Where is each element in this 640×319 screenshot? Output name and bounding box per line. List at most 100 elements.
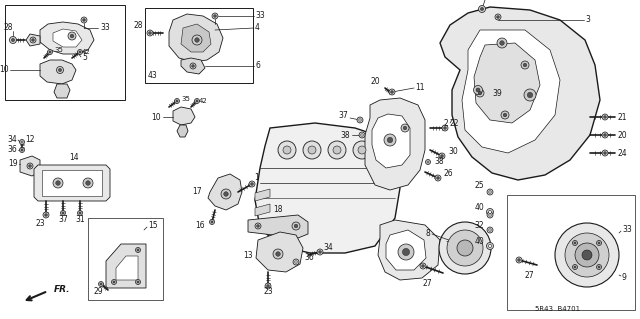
Circle shape: [390, 91, 394, 93]
Text: 26: 26: [444, 169, 454, 179]
Bar: [88, 218, 163, 300]
Circle shape: [255, 223, 261, 229]
Circle shape: [328, 141, 346, 159]
Circle shape: [319, 251, 321, 253]
Text: 42: 42: [82, 49, 91, 55]
Circle shape: [99, 281, 104, 286]
Text: 5: 5: [82, 54, 87, 63]
Circle shape: [278, 141, 296, 159]
Circle shape: [486, 242, 493, 249]
Circle shape: [317, 249, 323, 255]
Circle shape: [442, 125, 448, 131]
Circle shape: [79, 51, 81, 53]
Circle shape: [497, 38, 507, 48]
Text: 24: 24: [618, 149, 628, 158]
Polygon shape: [54, 84, 70, 98]
Circle shape: [29, 165, 31, 167]
Circle shape: [604, 116, 606, 118]
Text: 33: 33: [622, 226, 632, 234]
Text: 20: 20: [370, 78, 380, 86]
Text: 6: 6: [255, 62, 260, 70]
Circle shape: [12, 38, 15, 41]
Circle shape: [359, 132, 365, 138]
Circle shape: [111, 279, 116, 285]
Circle shape: [283, 146, 291, 154]
Circle shape: [137, 281, 139, 283]
Circle shape: [518, 259, 520, 261]
Polygon shape: [42, 170, 102, 196]
Circle shape: [221, 189, 231, 199]
Text: 29: 29: [93, 287, 103, 296]
Text: 8: 8: [425, 228, 430, 238]
Circle shape: [86, 181, 90, 185]
Circle shape: [604, 152, 606, 154]
Text: 12: 12: [25, 135, 35, 144]
Circle shape: [148, 32, 151, 34]
Circle shape: [596, 241, 602, 246]
Circle shape: [500, 41, 504, 45]
Circle shape: [113, 281, 115, 283]
Circle shape: [403, 126, 407, 130]
Polygon shape: [372, 114, 410, 168]
Polygon shape: [116, 256, 138, 280]
Circle shape: [211, 221, 213, 223]
Polygon shape: [255, 189, 270, 201]
Circle shape: [214, 15, 216, 17]
Circle shape: [439, 222, 491, 274]
Circle shape: [489, 229, 492, 231]
Circle shape: [212, 13, 218, 19]
Text: 2: 2: [444, 118, 448, 128]
Polygon shape: [173, 107, 195, 125]
Circle shape: [602, 150, 608, 156]
Circle shape: [62, 212, 64, 214]
Text: 20: 20: [618, 130, 628, 139]
Circle shape: [486, 209, 493, 216]
Circle shape: [294, 224, 298, 228]
Circle shape: [476, 88, 480, 92]
Polygon shape: [26, 34, 40, 46]
Circle shape: [83, 178, 93, 188]
Polygon shape: [181, 58, 205, 74]
Text: 32: 32: [474, 221, 484, 231]
Circle shape: [53, 178, 63, 188]
Text: 1: 1: [254, 174, 259, 182]
Text: 28: 28: [134, 21, 143, 31]
Polygon shape: [106, 244, 146, 288]
Circle shape: [441, 155, 444, 157]
Circle shape: [293, 259, 299, 265]
Text: 21: 21: [618, 113, 627, 122]
Circle shape: [403, 249, 410, 256]
Text: 34: 34: [323, 243, 333, 253]
Circle shape: [77, 49, 83, 55]
Circle shape: [436, 177, 439, 179]
Circle shape: [45, 214, 47, 216]
Circle shape: [357, 117, 363, 123]
Circle shape: [136, 248, 141, 253]
Circle shape: [79, 212, 81, 214]
Text: 4: 4: [255, 24, 260, 33]
Circle shape: [497, 16, 499, 19]
Circle shape: [489, 191, 492, 193]
Circle shape: [479, 5, 486, 12]
Polygon shape: [255, 219, 270, 231]
Polygon shape: [40, 60, 76, 84]
Circle shape: [474, 85, 483, 94]
Polygon shape: [386, 230, 426, 270]
Circle shape: [524, 89, 536, 101]
Text: 10: 10: [152, 113, 161, 122]
Circle shape: [56, 181, 60, 185]
Text: 35: 35: [181, 96, 190, 102]
Circle shape: [487, 227, 493, 233]
Text: 16: 16: [195, 221, 205, 231]
Text: 40: 40: [474, 204, 484, 212]
Bar: [5, 5, 125, 100]
Circle shape: [501, 111, 509, 119]
Text: 39: 39: [492, 88, 502, 98]
Circle shape: [249, 181, 255, 187]
Circle shape: [273, 249, 283, 259]
Circle shape: [209, 219, 214, 225]
Polygon shape: [53, 29, 82, 47]
Circle shape: [476, 89, 484, 97]
Circle shape: [47, 49, 52, 55]
Circle shape: [359, 119, 361, 121]
